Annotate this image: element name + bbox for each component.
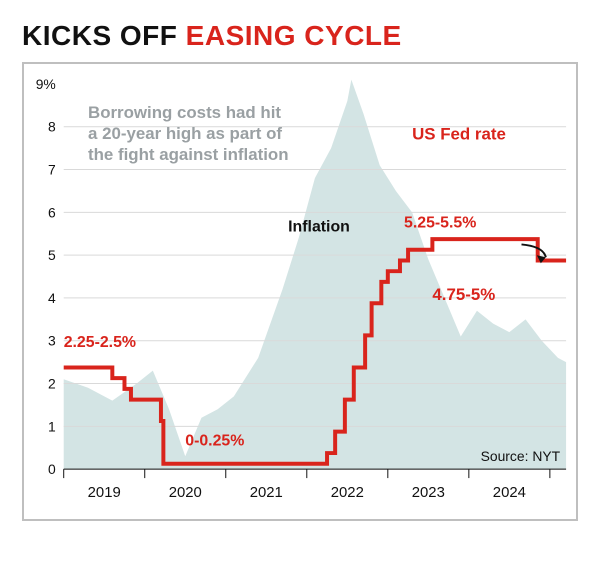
headline: KICKS OFF EASING CYCLE <box>22 20 402 52</box>
series-label-fed: US Fed rate <box>412 125 506 144</box>
x-tick-label: 2022 <box>331 484 364 501</box>
chart-subhead-line: the fight against inflation <box>88 145 288 164</box>
annotation-cut: 4.75-5% <box>432 285 495 304</box>
y-tick-label: 7 <box>48 162 56 178</box>
chart-subhead-line: a 20-year high as part of <box>88 124 282 143</box>
chart-svg: 0 1 2 3 4 5 6 7 8 9% 2019 2020 2021 2022 2023 2024 Borro… <box>24 64 576 519</box>
x-tick-label: 2020 <box>169 484 202 501</box>
x-tick-label: 2023 <box>412 484 445 501</box>
source-label: Source: NYT <box>481 448 561 464</box>
x-tick-label: 2019 <box>88 484 121 501</box>
page: KICKS OFF EASING CYCLE 0 1 2 3 4 5 6 7 8 9% 2019 20… <box>0 0 600 581</box>
y-tick-label: 8 <box>48 119 56 135</box>
annotation-peak: 5.25-5.5% <box>404 214 476 231</box>
headline-part1: KICKS OFF <box>22 20 186 51</box>
y-tick-label: 5 <box>48 247 56 263</box>
y-tick-label: 4 <box>48 290 56 306</box>
x-tick-label: 2024 <box>493 484 526 501</box>
y-tick-label: 0 <box>48 461 56 477</box>
chart-container: 0 1 2 3 4 5 6 7 8 9% 2019 2020 2021 2022 2023 2024 Borro… <box>22 62 578 521</box>
y-tick-label: 6 <box>48 204 56 220</box>
chart-subhead-line: Borrowing costs had hit <box>88 103 281 122</box>
x-tick-label: 2021 <box>250 484 283 501</box>
annotation-start: 2.25-2.5% <box>64 334 136 351</box>
y-tick-label: 3 <box>48 333 56 349</box>
annotation-low: 0-0.25% <box>185 433 244 450</box>
inflation-label: Inflation <box>288 219 350 236</box>
y-top-label: 9% <box>36 76 56 92</box>
y-tick-label: 2 <box>48 375 56 391</box>
y-tick-label: 1 <box>48 418 56 434</box>
headline-part2: EASING CYCLE <box>186 20 402 51</box>
